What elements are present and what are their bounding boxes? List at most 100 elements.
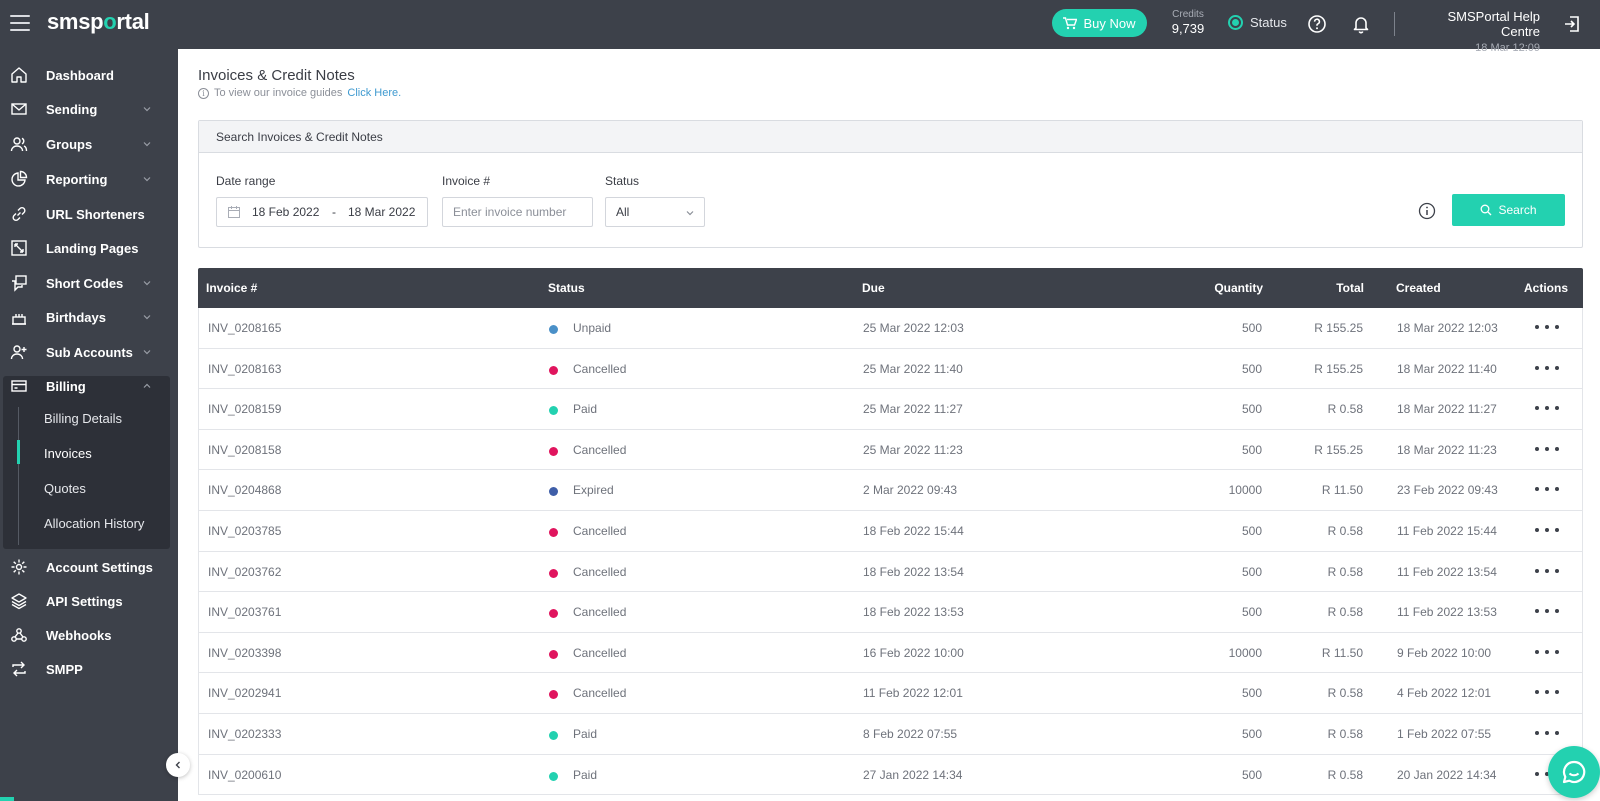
due-date: 11 Feb 2022 12:01	[863, 686, 963, 701]
status-indicator[interactable]: Status	[1228, 15, 1287, 30]
table-row[interactable]: INV_0203785 Cancelled 18 Feb 2022 15:44 500…	[198, 510, 1583, 552]
more-actions-icon[interactable]	[1535, 446, 1559, 453]
more-actions-icon[interactable]	[1535, 325, 1559, 331]
table-row[interactable]: INV_0203762 Cancelled 18 Feb 2022 13:54 500…	[198, 551, 1583, 593]
more-actions-icon[interactable]	[1535, 649, 1559, 656]
sidebar-item-account-settings[interactable]: Account Settings	[0, 551, 178, 583]
sidebar-item-api-settings[interactable]: API Settings	[0, 585, 178, 617]
help-icon[interactable]	[1307, 14, 1327, 34]
invoice-number: INV_0203398	[208, 645, 282, 660]
table-row[interactable]: INV_0208165 Unpaid 25 Mar 2022 12:03 500 R 1…	[198, 308, 1583, 349]
sidebar-item-sending[interactable]: Sending	[0, 93, 178, 125]
table-row[interactable]: INV_0208158 Cancelled 25 Mar 2022 11:23 500…	[198, 429, 1583, 471]
quantity: 500	[1241, 564, 1262, 579]
table-row[interactable]: INV_0204868 Expired 2 Mar 2022 09:43 10000 R…	[198, 470, 1583, 511]
column-header-quantity[interactable]: Quantity	[1214, 281, 1263, 295]
column-header-invoice[interactable]: Invoice #	[206, 281, 258, 295]
search-button[interactable]: Search	[1452, 194, 1565, 226]
more-actions-icon[interactable]	[1535, 406, 1559, 412]
sidebar-item-smpp[interactable]: SMPP	[0, 653, 178, 685]
sidebar-subitem-allocation-history[interactable]: Allocation History	[44, 516, 145, 531]
sidebar-item-label: Sub Accounts	[46, 344, 133, 360]
logo[interactable]: smsportal	[47, 9, 150, 34]
logout-icon[interactable]	[1562, 14, 1582, 34]
created-date: 23 Feb 2022 09:43	[1397, 483, 1498, 498]
layers-icon	[11, 593, 27, 610]
sidebar-item-label: Sending	[46, 101, 98, 117]
more-actions-icon[interactable]	[1535, 527, 1559, 534]
bell-icon[interactable]	[1351, 14, 1371, 34]
chat-icon	[1562, 760, 1586, 784]
date-to: 18 Mar 2022	[348, 205, 416, 219]
column-header-status[interactable]: Status	[548, 281, 585, 295]
sidebar-item-url-shorteners[interactable]: URL Shorteners	[0, 198, 178, 230]
status-text: Cancelled	[573, 645, 627, 660]
more-actions-icon[interactable]	[1535, 730, 1559, 737]
status-dot-icon	[549, 527, 558, 537]
link-icon	[12, 206, 26, 222]
more-actions-icon[interactable]	[1535, 365, 1559, 372]
status-dot-icon	[549, 690, 558, 700]
sidebar-item-landing-pages[interactable]: Landing Pages	[0, 232, 178, 264]
table-row[interactable]: INV_0203761 Cancelled 18 Feb 2022 13:53 500…	[198, 592, 1583, 633]
chevron-down-icon	[686, 211, 694, 216]
table-row[interactable]: INV_0208159 Paid 25 Mar 2022 11:27 500 R 0.5…	[198, 389, 1583, 430]
status-label: Status	[1250, 15, 1287, 30]
guide-link[interactable]: Click Here.	[347, 87, 402, 99]
status-text: Cancelled	[573, 564, 627, 579]
pie-chart-icon	[11, 170, 28, 187]
user-info[interactable]: SMSPortal Help Centre 18 Mar 12:09	[1408, 9, 1540, 54]
invoice-number: INV_0208158	[208, 442, 282, 457]
table-row[interactable]: INV_0202333 Paid 8 Feb 2022 07:55 500 R 0.58…	[198, 713, 1583, 755]
sidebar-item-reporting[interactable]: Reporting	[0, 163, 178, 195]
table-row[interactable]: INV_0200610 Paid 27 Jan 2022 14:34 500 R 0.5…	[198, 754, 1583, 796]
total: R 0.58	[1327, 726, 1363, 741]
more-actions-icon[interactable]	[1535, 690, 1559, 696]
table-row[interactable]: INV_0208163 Cancelled 25 Mar 2022 11:40 500…	[198, 348, 1583, 390]
sidebar-subitem-quotes[interactable]: Quotes	[44, 481, 86, 496]
table-body: INV_0208165 Unpaid 25 Mar 2022 12:03 500 R 1…	[198, 308, 1583, 796]
sidebar-item-label: Short Codes	[46, 275, 124, 291]
more-actions-icon[interactable]	[1535, 609, 1559, 615]
user-name: SMSPortal Help Centre	[1447, 9, 1540, 39]
table-row[interactable]: INV_0202941 Cancelled 11 Feb 2022 12:01 500…	[198, 673, 1583, 714]
column-header-total[interactable]: Total	[1336, 281, 1364, 295]
date-range-picker[interactable]: 18 Feb 2022 - 18 Mar 2022	[216, 197, 428, 227]
buy-now-button[interactable]: Buy Now	[1052, 9, 1147, 37]
more-actions-icon[interactable]	[1535, 568, 1559, 575]
sidebar-item-short-codes[interactable]: Short Codes	[0, 267, 178, 299]
chat-button[interactable]	[1548, 746, 1600, 798]
created-date: 4 Feb 2022 12:01	[1397, 686, 1492, 701]
search-icon	[1481, 204, 1492, 216]
invoice-number: INV_0203762	[208, 564, 282, 579]
sidebar-subitem-billing-details[interactable]: Billing Details	[44, 411, 123, 426]
invoice-number-input[interactable]: Enter invoice number	[442, 197, 593, 227]
sidebar-item-sub-accounts[interactable]: Sub Accounts	[0, 336, 178, 368]
buy-now-label: Buy Now	[1083, 15, 1136, 31]
table-row[interactable]: INV_0203398 Cancelled 16 Feb 2022 10:00 100…	[198, 632, 1583, 674]
status-select[interactable]: All	[605, 197, 705, 227]
menu-icon[interactable]	[10, 15, 30, 31]
column-header-created[interactable]: Created	[1396, 281, 1441, 295]
chevron-down-icon	[143, 350, 151, 355]
sidebar-item-webhooks[interactable]: Webhooks	[0, 619, 178, 651]
due-date: 18 Feb 2022 15:44	[863, 523, 964, 538]
sidebar-item-birthdays[interactable]: Birthdays	[0, 301, 178, 333]
invoice-number: INV_0208165	[208, 321, 282, 335]
status-dot-icon	[549, 365, 558, 375]
sidebar-item-dashboard[interactable]: Dashboard	[0, 59, 178, 91]
more-actions-icon[interactable]	[1535, 487, 1559, 493]
column-header-due[interactable]: Due	[862, 281, 885, 295]
info-icon[interactable]	[1418, 202, 1436, 220]
status-select-value: All	[616, 205, 630, 219]
page-title: Invoices & Credit Notes	[198, 67, 355, 84]
collapse-sidebar-button[interactable]	[166, 753, 190, 777]
created-date: 9 Feb 2022 10:00	[1397, 645, 1492, 660]
swap-icon	[12, 661, 26, 677]
sidebar-item-groups[interactable]: Groups	[0, 128, 178, 160]
status-text: Unpaid	[573, 321, 612, 335]
sidebar-item-label: Groups	[46, 136, 93, 152]
sidebar-item-billing[interactable]: Billing	[0, 370, 178, 402]
credits-label: Credits	[1172, 9, 1204, 20]
sidebar-subitem-invoices[interactable]: Invoices	[44, 446, 92, 461]
